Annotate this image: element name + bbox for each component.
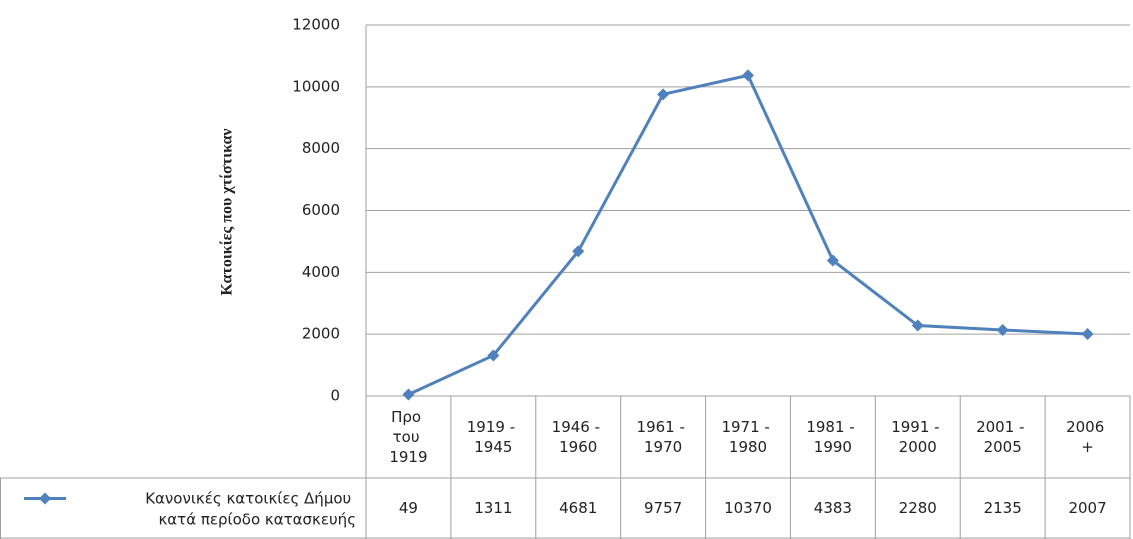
marker xyxy=(572,245,585,258)
legend-marker xyxy=(39,492,51,505)
table-value: 2135 xyxy=(984,499,1022,517)
table-value: 2007 xyxy=(1068,499,1106,517)
table-value: 1311 xyxy=(474,499,512,517)
y-tick-label: 2000 xyxy=(302,325,340,343)
y-tick-label: 6000 xyxy=(302,201,340,219)
marker xyxy=(742,69,754,82)
table-value: 10370 xyxy=(724,499,772,517)
y-tick-label: 0 xyxy=(330,387,340,405)
series-line xyxy=(407,73,1088,396)
y-tick-label: 8000 xyxy=(302,139,340,157)
x-tick-label: 1971 - 1980 xyxy=(721,418,774,456)
table-value: 4383 xyxy=(814,499,852,517)
marker xyxy=(402,388,415,401)
marker xyxy=(487,349,500,362)
y-tick-label: 10000 xyxy=(292,77,340,95)
table-value: 2280 xyxy=(899,499,937,517)
x-tick-label: 1961 - 1970 xyxy=(637,418,690,456)
y-axis-title: Κατοικίες που χτίστικαν xyxy=(219,128,236,295)
y-tick-label: 4000 xyxy=(302,263,340,281)
table-value: 49 xyxy=(399,499,418,517)
table-value: 4681 xyxy=(559,499,597,517)
x-tick-label: 1919 - 1945 xyxy=(467,418,520,456)
x-tick-label: 2006 + xyxy=(1066,418,1109,456)
x-tick-label: 1946 - 1960 xyxy=(552,418,605,456)
marker xyxy=(996,323,1009,336)
marker xyxy=(826,254,839,267)
y-tick-label: 12000 xyxy=(292,16,340,34)
x-tick-label: 2001 - 2005 xyxy=(976,418,1029,456)
x-tick-label: 1991 - 2000 xyxy=(891,418,944,456)
x-tick-label: Προ του 1919 xyxy=(389,408,427,466)
marker xyxy=(911,319,924,332)
x-tick-label: 1981 - 1990 xyxy=(806,418,859,456)
marker xyxy=(1081,327,1094,340)
table-value: 9757 xyxy=(644,499,682,517)
marker xyxy=(657,88,670,101)
legend-label: Κανονικές κατοικίες Δήμου κατά περίοδο κ… xyxy=(145,489,356,528)
